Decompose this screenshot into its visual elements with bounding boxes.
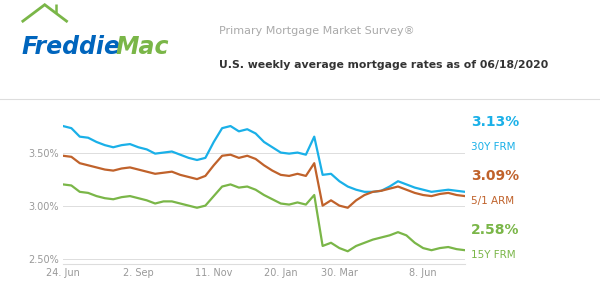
Text: Mac: Mac: [115, 34, 169, 58]
Text: Primary Mortgage Market Survey®: Primary Mortgage Market Survey®: [219, 26, 415, 37]
Text: 15Y FRM: 15Y FRM: [471, 250, 515, 260]
Text: 3.09%: 3.09%: [471, 169, 519, 182]
Text: U.S. weekly average mortgage rates as of 06/18/2020: U.S. weekly average mortgage rates as of…: [219, 59, 548, 70]
Text: Freddie: Freddie: [21, 34, 120, 58]
Text: 2.58%: 2.58%: [471, 223, 520, 236]
Text: 5/1 ARM: 5/1 ARM: [471, 196, 514, 206]
Text: 30Y FRM: 30Y FRM: [471, 142, 515, 152]
Text: 3.13%: 3.13%: [471, 115, 519, 128]
